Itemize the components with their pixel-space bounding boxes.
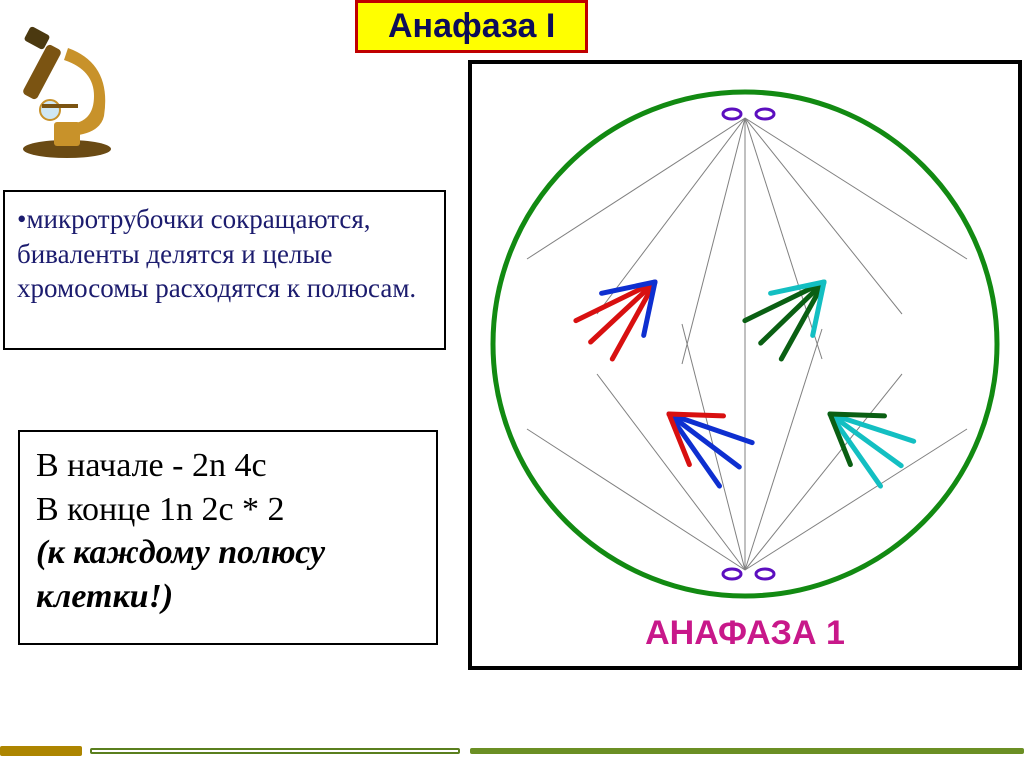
formula-line1: В начале - 2n 4c (36, 444, 420, 488)
title-text: Анафаза I (388, 7, 555, 45)
centriole (756, 569, 774, 579)
description-box: •микротрубочки сокращаются, биваленты де… (3, 190, 446, 350)
slide: Анафаза I •микротрубочки сокращаются, би… (0, 0, 1024, 767)
spindle-fiber (597, 118, 745, 314)
footer-line-2 (470, 748, 1024, 754)
formula-box: В начале - 2n 4c В конце 1n 2c * 2 (к ка… (18, 430, 438, 645)
microscope-icon (12, 24, 122, 159)
footer-line-1 (90, 748, 460, 754)
footer-line-0 (0, 746, 82, 756)
spindle-fiber (745, 118, 967, 259)
chromosome-arm (669, 414, 724, 416)
spindle-fiber (682, 118, 745, 364)
spindle-fiber (527, 429, 745, 570)
centriole (756, 109, 774, 119)
centriole (723, 569, 741, 579)
formula-line3: (к каждому полюсу (36, 531, 420, 575)
diagram-panel: АНАФАЗА 1 (468, 60, 1022, 670)
formula-line4: клетки!) (36, 575, 420, 619)
formula-text: В начале - 2n 4c В конце 1n 2c * 2 (к ка… (36, 444, 420, 618)
chromosome-arm (830, 414, 885, 416)
spindle-fiber (745, 329, 822, 570)
spindle-fiber (527, 118, 745, 259)
centriole (723, 109, 741, 119)
spindle-fiber (597, 374, 745, 570)
diagram-label: АНАФАЗА 1 (645, 614, 845, 652)
description-text: •микротрубочки сокращаются, биваленты де… (17, 202, 432, 306)
spindle-fiber (745, 374, 902, 570)
cell-diagram: АНАФАЗА 1 (472, 64, 1018, 666)
formula-line2: В конце 1n 2c * 2 (36, 488, 420, 532)
title-box: Анафаза I (355, 0, 588, 53)
description-body: микротрубочки сокращаются, биваленты дел… (17, 204, 416, 303)
